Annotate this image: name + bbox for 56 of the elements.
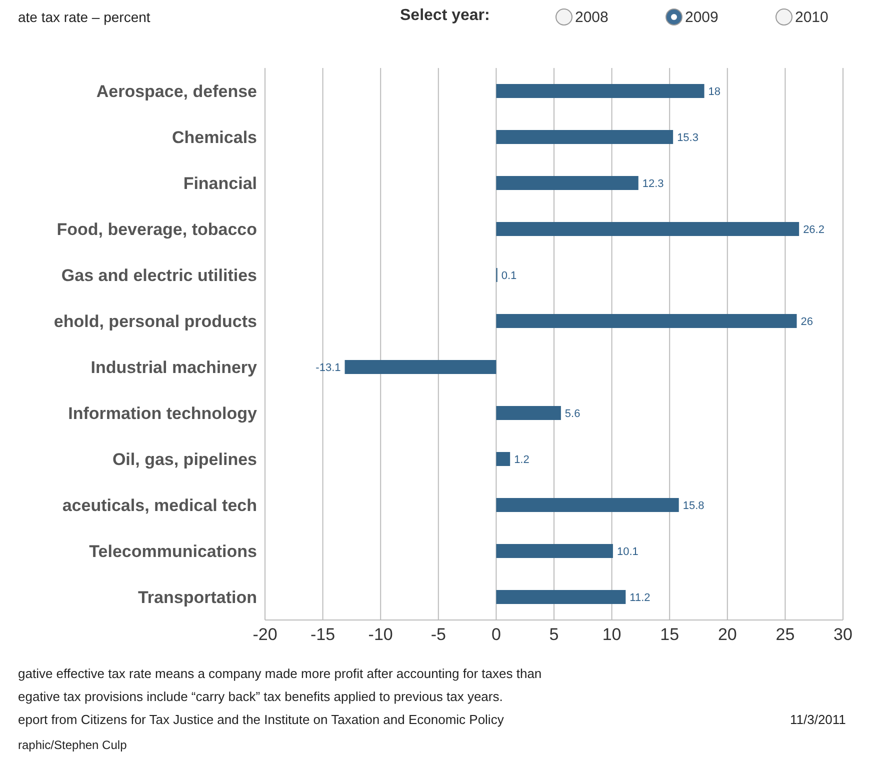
x-tick-label: 0 <box>491 625 501 644</box>
bar <box>344 360 496 374</box>
bar <box>496 498 679 512</box>
text: 11/3/2011 <box>790 712 846 727</box>
data-label: 26.2 <box>803 224 824 236</box>
x-tick-label: 10 <box>602 625 622 644</box>
y-tick-label: Transportation <box>138 588 257 608</box>
data-label: 5.6 <box>564 408 580 420</box>
text: 2009 <box>685 8 718 26</box>
y-tick-label: Telecommunications <box>89 542 257 562</box>
bar <box>496 544 613 558</box>
data-label: 26 <box>800 316 814 328</box>
x-tick-label: 25 <box>776 625 795 644</box>
y-tick-label: aceuticals, medical tech <box>62 496 257 516</box>
y-tick-label: Chemicals <box>172 128 257 148</box>
data-label: 0.1 <box>501 270 517 282</box>
bar <box>496 452 510 466</box>
x-tick-label: 15 <box>660 625 680 644</box>
x-tick-label: -5 <box>430 625 446 644</box>
text: raphic/Stephen Culp <box>18 738 127 752</box>
data-label: 12.3 <box>642 178 664 190</box>
text: gative effective tax rate means a company made more profit after accounting for taxes than <box>18 666 542 681</box>
y-tick-label: Oil, gas, pipelines <box>112 450 257 470</box>
y-tick-label: ehold, personal products <box>54 312 257 332</box>
bar <box>496 222 800 236</box>
data-label: -13.1 <box>316 362 341 374</box>
bar <box>496 130 674 144</box>
text: 2010 <box>795 8 828 26</box>
y-tick-label: Aerospace, defense <box>96 82 257 102</box>
x-tick-label: -20 <box>252 625 278 644</box>
y-tick-label: Gas and electric utilities <box>61 266 257 286</box>
text: 2008 <box>575 8 608 26</box>
text: egative tax provisions include “carry back” tax benefits applied to previous tax years. <box>18 689 503 704</box>
x-tick-label: 20 <box>718 625 737 644</box>
data-label: 15.3 <box>677 132 698 144</box>
y-tick-label: Food, beverage, tobacco <box>56 220 257 240</box>
x-tick-label: 5 <box>549 625 559 644</box>
data-label: 10.1 <box>616 546 638 558</box>
bar <box>496 314 797 328</box>
y-tick-label: Industrial machinery <box>90 358 258 378</box>
data-label: 18 <box>708 86 721 98</box>
data-label: 11.2 <box>630 592 650 604</box>
x-tick-label: -10 <box>368 625 393 644</box>
data-label: 1.2 <box>514 454 530 466</box>
bar <box>496 84 704 98</box>
y-tick-label: Financial <box>183 174 257 194</box>
bar <box>496 406 561 420</box>
y-tick-label: Information technology <box>68 404 258 424</box>
bar <box>496 590 626 604</box>
x-tick-label: -15 <box>310 625 336 644</box>
data-label: 15.8 <box>682 500 704 512</box>
text: ate tax rate – percent <box>18 9 150 25</box>
bar <box>496 176 638 190</box>
text: eport from Citizens for Tax Justice and the Institute on Taxation and Economic Policy <box>18 712 504 727</box>
text: Select year: <box>400 7 490 25</box>
x-tick-label: 30 <box>834 625 852 644</box>
